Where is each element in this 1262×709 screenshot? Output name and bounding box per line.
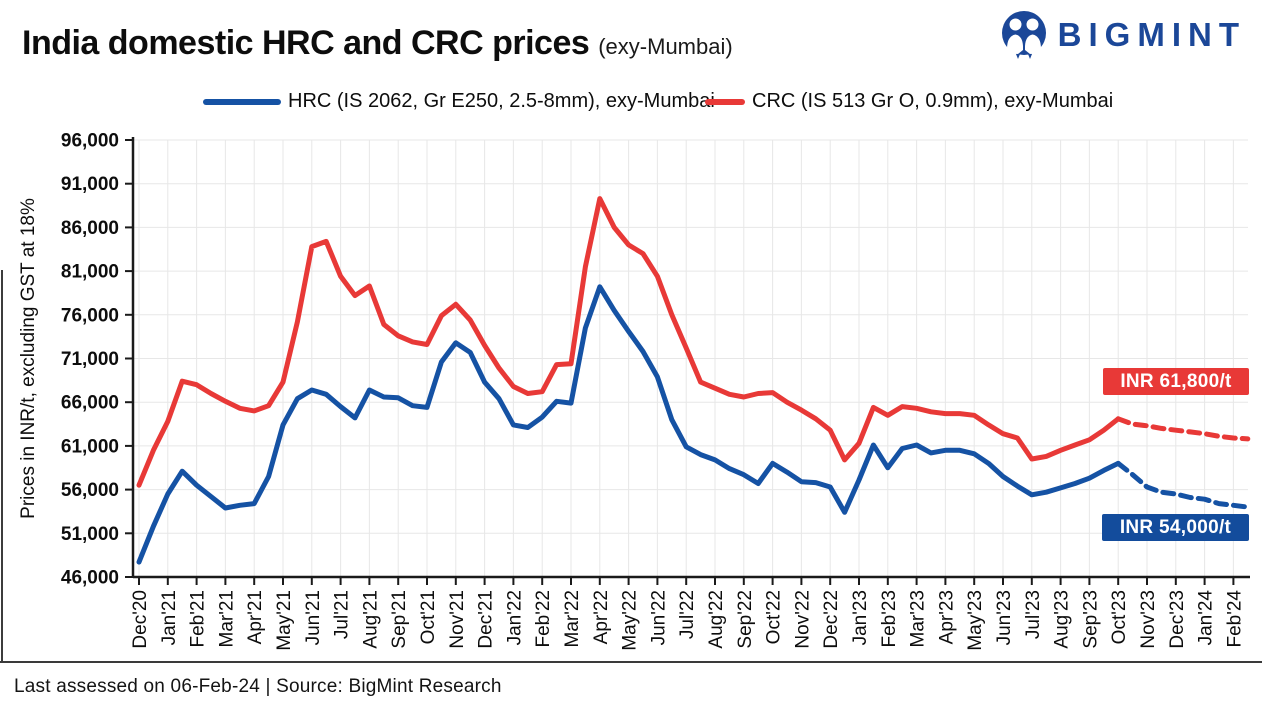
x-tick-label: May'21	[274, 590, 295, 651]
x-tick-label: Sep'22	[735, 590, 756, 649]
bigmint-logo: BIGMINT	[1000, 10, 1246, 60]
x-tick-label: Jan'21	[159, 590, 180, 645]
x-tick-label: Jun'21	[303, 590, 324, 645]
legend-label-hrc: HRC (IS 2062, Gr E250, 2.5-8mm), exy-Mum…	[288, 90, 715, 112]
x-tick-label: Jan'24	[1196, 590, 1217, 646]
x-tick-label: Feb'21	[188, 590, 209, 648]
crc-line-swatch-icon	[705, 98, 745, 105]
x-tick-label: Mar'23	[908, 590, 929, 647]
x-tick-label: Dec'21	[476, 590, 497, 649]
bigmint-logo-text: BIGMINT	[1057, 16, 1246, 53]
x-tick-label: Mar'21	[216, 590, 237, 647]
y-tick-label: 86,000	[61, 218, 119, 239]
x-tick-label: Jun'23	[994, 590, 1015, 645]
x-tick-label: Feb'24	[1224, 590, 1245, 648]
legend-item-crc: CRC (IS 513 Gr O, 0.9mm), exy-Mumbai	[705, 90, 1113, 113]
x-tick-label: Aug'23	[1052, 590, 1073, 649]
legend-label-crc: CRC (IS 513 Gr O, 0.9mm), exy-Mumbai	[752, 90, 1114, 112]
x-tick-label: Jun'22	[648, 590, 669, 645]
x-tick-label: Nov'22	[792, 590, 813, 649]
x-tick-label: Apr'23	[936, 590, 957, 644]
x-tick-label: May'23	[965, 590, 986, 651]
footer-text: Last assessed on 06-Feb-24 | Source: Big…	[14, 676, 502, 697]
x-tick-label: Nov'21	[447, 590, 468, 649]
y-tick-label: 66,000	[61, 393, 119, 414]
x-tick-label: Oct'23	[1109, 590, 1130, 644]
y-tick-label: 51,000	[61, 524, 119, 545]
x-tick-label: Feb'23	[879, 590, 900, 648]
y-tick-label: 91,000	[61, 174, 119, 195]
y-tick-label: 76,000	[61, 305, 119, 326]
x-tick-label: Jul'21	[332, 590, 353, 639]
x-tick-label: Sep'21	[389, 590, 410, 649]
legend-item-hrc: HRC (IS 2062, Gr E250, 2.5-8mm), exy-Mum…	[203, 90, 715, 113]
crc-line-dashed	[1115, 416, 1251, 442]
footer: Last assessed on 06-Feb-24 | Source: Big…	[0, 661, 1262, 698]
y-tick-label: 71,000	[61, 349, 119, 370]
x-tick-label: Jul'23	[1023, 590, 1044, 639]
y-tick-label: 96,000	[61, 131, 119, 152]
x-tick-label: Oct'21	[418, 590, 439, 644]
x-tick-label: Apr'22	[591, 590, 612, 644]
hrc-line-swatch-icon	[203, 98, 281, 105]
x-tick-label: Aug'21	[360, 590, 381, 649]
hrc-price-callout: INR 54,000/t	[1102, 514, 1249, 541]
x-tick-label: Apr'21	[245, 590, 266, 644]
hrc-line-solid	[136, 284, 1121, 565]
crc-line-solid	[136, 196, 1121, 488]
x-tick-label: Nov'23	[1138, 590, 1159, 649]
x-tick-label: Oct'22	[764, 590, 785, 644]
x-tick-label: Dec'22	[821, 590, 842, 649]
bigmint-logo-icon	[1001, 11, 1046, 59]
hrc-line-dashed	[1115, 460, 1251, 510]
x-tick-label: Jan'23	[850, 590, 871, 645]
x-tick-label: May'22	[620, 590, 641, 651]
y-tick-label: 81,000	[61, 262, 119, 283]
x-tick-label: Dec'23	[1167, 590, 1188, 649]
y-tick-label: 46,000	[61, 568, 119, 589]
y-axis-title: Prices in INR/t, excluding GST at 18%	[18, 198, 39, 519]
title-row: India domestic HRC and CRC prices (exy-M…	[22, 24, 922, 63]
x-tick-label: Aug'22	[706, 590, 727, 649]
y-tick-label: 61,000	[61, 436, 119, 457]
y-tick-label: 56,000	[61, 480, 119, 501]
left-border-rule	[1, 270, 3, 662]
x-tick-label: Mar'22	[562, 590, 583, 647]
x-tick-label: Feb'22	[533, 590, 554, 648]
crc-price-callout: INR 61,800/t	[1103, 368, 1249, 395]
page-title-main: India domestic HRC and CRC prices	[22, 24, 590, 62]
x-tick-label: Sep'23	[1080, 590, 1101, 649]
x-tick-label: Jul'22	[677, 590, 698, 639]
page-title: India domestic HRC and CRC prices (exy-M…	[22, 24, 733, 62]
x-tick-label: Dec'20	[130, 590, 151, 649]
x-tick-label: Jan'22	[504, 590, 525, 645]
page-title-suffix: (exy-Mumbai)	[598, 34, 733, 59]
